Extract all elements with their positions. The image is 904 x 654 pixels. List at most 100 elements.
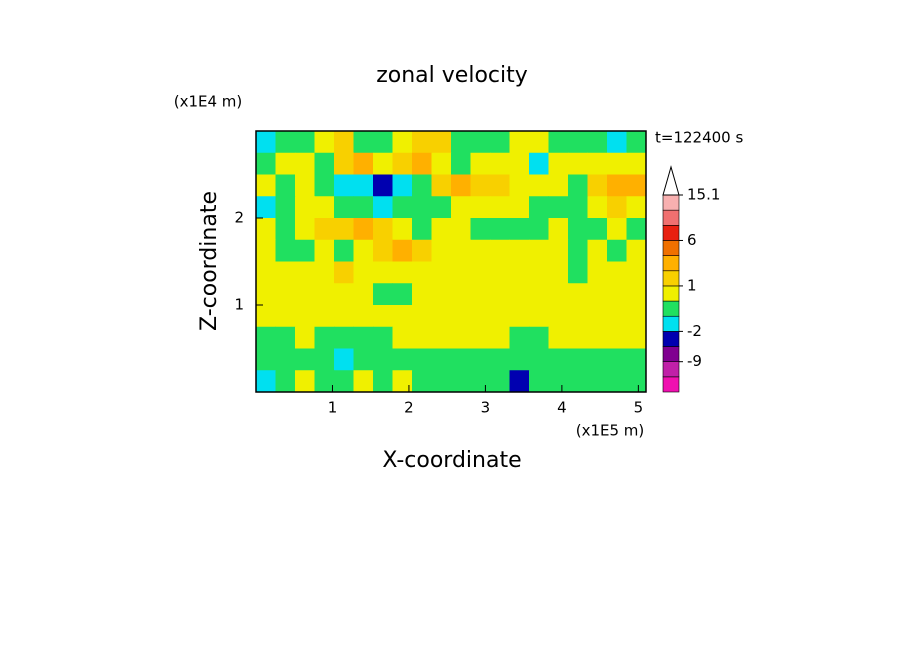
- field-cell: [412, 261, 432, 284]
- field-cell: [451, 152, 471, 175]
- field-cell: [626, 370, 647, 393]
- field-cell: [607, 174, 627, 197]
- colorbar-label: 15.1: [687, 186, 720, 204]
- field-cell: [607, 152, 627, 175]
- field-cell: [587, 283, 608, 306]
- colorbar-extension: [662, 165, 680, 196]
- y-unit: (x1E4 m): [174, 93, 243, 111]
- colorbar-swatch: [662, 300, 680, 317]
- field-cell: [509, 218, 530, 241]
- colorbar-label: -9: [687, 352, 702, 370]
- field-cell: [451, 261, 471, 284]
- field-cell: [509, 370, 530, 393]
- field-cell: [353, 261, 374, 284]
- field-cell: [548, 174, 569, 197]
- field-cell: [470, 261, 491, 284]
- plot-frame: [255, 130, 647, 393]
- field-cell: [314, 239, 335, 262]
- field-cell: [256, 283, 276, 306]
- field-cell: [451, 174, 471, 197]
- field-cell: [412, 174, 432, 197]
- field-cell: [353, 348, 374, 371]
- field-cell: [431, 218, 452, 241]
- field-cell: [353, 370, 374, 393]
- field-cell: [275, 196, 296, 219]
- field-cell: [607, 196, 627, 219]
- field-cell: [529, 370, 549, 393]
- chart-title: zonal velocity: [376, 63, 528, 88]
- field-cell: [334, 283, 354, 306]
- field-cell: [392, 348, 413, 371]
- field-cell: [353, 239, 374, 262]
- field-cell: [607, 326, 627, 349]
- field-cell: [373, 283, 393, 306]
- field-cell: [626, 131, 647, 154]
- field-cell: [314, 305, 335, 328]
- field-cell: [509, 261, 530, 284]
- field-cell: [568, 174, 588, 197]
- field-cell: [412, 218, 432, 241]
- field-cell: [490, 218, 510, 241]
- x-tick-label: 3: [481, 399, 491, 417]
- field-cell: [509, 131, 530, 154]
- field-cell: [256, 348, 276, 371]
- field-cell: [353, 326, 374, 349]
- field-cell: [373, 348, 393, 371]
- field-cell: [431, 152, 452, 175]
- field-cell: [568, 326, 588, 349]
- field-cell: [509, 174, 530, 197]
- field-cell: [295, 196, 315, 219]
- field-cell: [626, 348, 647, 371]
- field-cell: [626, 305, 647, 328]
- field-cell: [295, 152, 315, 175]
- field-cell: [295, 370, 315, 393]
- field-cell: [392, 261, 413, 284]
- field-cell: [451, 305, 471, 328]
- field-cell: [490, 196, 510, 219]
- field-cell: [490, 370, 510, 393]
- field-cell: [470, 348, 491, 371]
- field-cell: [470, 152, 491, 175]
- field-cell: [412, 283, 432, 306]
- field-cell: [626, 174, 647, 197]
- field-cell: [626, 196, 647, 219]
- field-cell: [587, 218, 608, 241]
- field-cell: [490, 326, 510, 349]
- field-cell: [314, 283, 335, 306]
- field-cell: [412, 326, 432, 349]
- colorbar-swatch: [662, 240, 680, 256]
- field-cell: [314, 174, 335, 197]
- field-cell: [334, 370, 354, 393]
- colorbar-swatch: [662, 270, 680, 287]
- field-cell: [509, 326, 530, 349]
- field-cell: [334, 196, 354, 219]
- field-cell: [431, 326, 452, 349]
- field-cell: [529, 218, 549, 241]
- field-cell: [295, 218, 315, 241]
- y-axis-title: Z-coordinate: [197, 191, 222, 331]
- x-tick-label: 1: [328, 399, 338, 417]
- field-cell: [295, 261, 315, 284]
- colorbar-label: 1: [687, 276, 697, 294]
- field-cell: [295, 239, 315, 262]
- field-cell: [548, 283, 569, 306]
- field-cell: [548, 305, 569, 328]
- field-cell: [334, 326, 354, 349]
- field-cell: [509, 239, 530, 262]
- field-cell: [334, 218, 354, 241]
- field-cell: [529, 348, 549, 371]
- x-tick-label: 5: [634, 399, 644, 417]
- field-cell: [490, 239, 510, 262]
- field-cell: [529, 196, 549, 219]
- field-cell: [607, 370, 627, 393]
- field-cell: [626, 261, 647, 284]
- field-cell: [295, 326, 315, 349]
- field-cell: [607, 131, 627, 154]
- field-cell: [392, 152, 413, 175]
- field-cell: [275, 283, 296, 306]
- field-cell: [490, 283, 510, 306]
- field-cell: [587, 370, 608, 393]
- field-cell: [353, 305, 374, 328]
- field-cell: [548, 152, 569, 175]
